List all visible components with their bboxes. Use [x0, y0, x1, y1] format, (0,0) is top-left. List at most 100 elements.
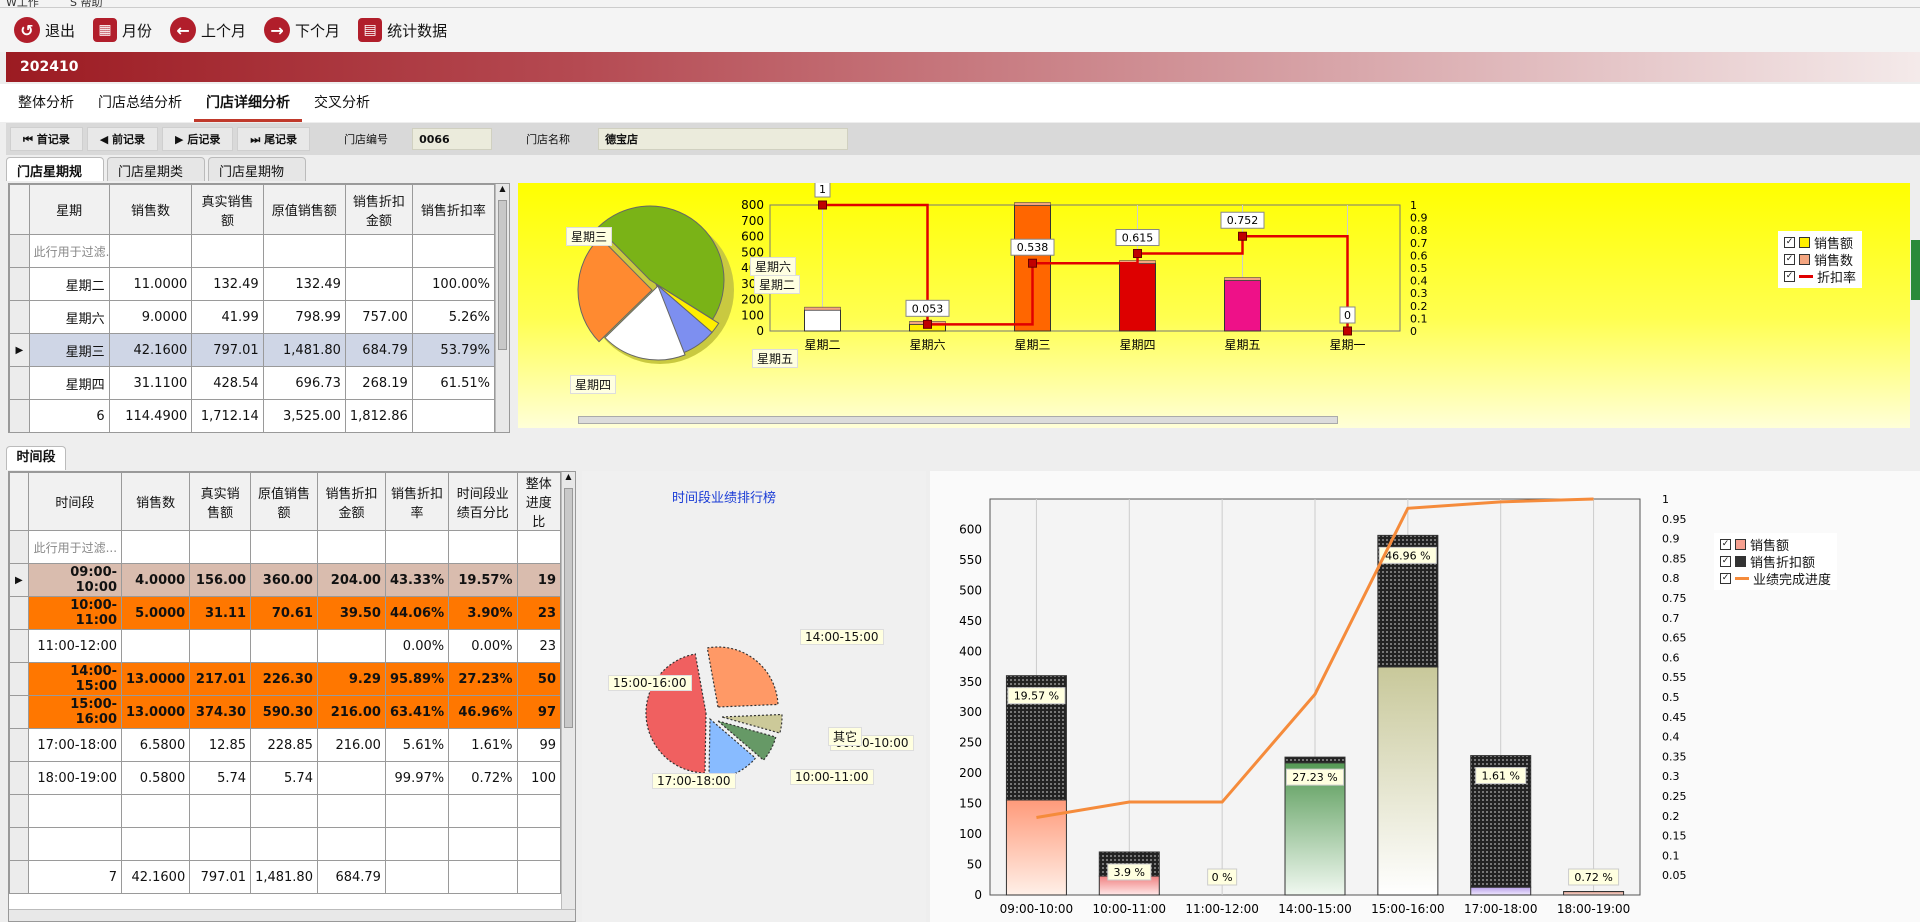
tab-store-summary[interactable]: 门店总结分析: [98, 95, 182, 111]
x-tick-label: 星期五: [1224, 338, 1260, 352]
col-real-sales[interactable]: 真实销售额: [189, 472, 252, 531]
store-no-field[interactable]: 0066: [412, 128, 493, 150]
col-slot-percent[interactable]: 时间段业绩百分比: [448, 472, 518, 531]
legend-item[interactable]: ✓ 折扣率: [1784, 271, 1857, 286]
table-row[interactable]: 10:00-11:00 5.0000 31.11 70.61 39.50 44.06% 3.…: [9, 596, 562, 630]
col-discount-amt[interactable]: 销售折扣金额: [316, 472, 386, 531]
pie1-label: 星期五: [752, 349, 799, 368]
y2-tick-label: 0.45: [1662, 711, 1687, 724]
filter-row[interactable]: 此行用于过滤...: [9, 530, 562, 564]
weekday-table: 星期 销售数 真实销售额 原值销售额 销售折扣金额 销售折扣率 此行用于过滤..…: [8, 183, 510, 433]
col-discount-rate[interactable]: 销售折扣率: [411, 184, 496, 235]
arrow-right-icon: →: [264, 17, 291, 43]
scroll-up-icon: ▲: [565, 472, 572, 481]
col-sales-qty[interactable]: 销售数: [121, 472, 191, 531]
point-label-bg: [1286, 768, 1344, 786]
table-row[interactable]: 17:00-18:00 6.5800 12.85 228.85 216.00 5.61% 1…: [9, 728, 562, 762]
col-time-slot[interactable]: 时间段: [27, 472, 123, 531]
scroll-up-icon[interactable]: ▲: [499, 184, 506, 193]
scroll-thumb[interactable]: [498, 200, 507, 350]
tab-overall[interactable]: 整体分析: [18, 95, 74, 111]
col-discount-amt[interactable]: 销售折扣金额: [344, 184, 413, 235]
col-discount-rate[interactable]: 销售折扣率: [384, 472, 450, 531]
last-record-button[interactable]: ⏭ 尾记录: [237, 127, 311, 151]
y2-tick-label: 0.7: [1410, 237, 1428, 250]
pie2-label: 15:00-16:00: [608, 675, 692, 691]
bar1-group: 800700600500400300200100010.90.80.70.60.…: [741, 183, 1428, 352]
table-row[interactable]: 18:00-19:00 0.5800 5.74 5.74 99.97% 0.72% 100: [9, 761, 562, 795]
store-name-label: 门店名称: [526, 133, 571, 146]
sales-bar: [1377, 666, 1439, 896]
chart-hscrollbar[interactable]: [578, 416, 1338, 424]
legend-item[interactable]: ✓ 销售额: [1720, 539, 1790, 554]
time-table-vscrollbar[interactable]: ▲: [561, 472, 575, 909]
month-button[interactable]: ▦ 月份: [93, 18, 152, 42]
y-tick-label: 150: [959, 797, 982, 811]
table-row[interactable]: 15:00-16:00 13.0000 374.30 590.30 216.00 63.4…: [9, 695, 562, 729]
tab-cross[interactable]: 交叉分析: [314, 95, 370, 111]
table-row[interactable]: 星期六 9.0000 41.99 798.99 757.00 5.26%: [9, 300, 496, 334]
table-row-selected[interactable]: ▶ 09:00-10:00 4.0000 156.00 360.00 204.00 43.3…: [9, 563, 562, 597]
col-orig-sales[interactable]: 原值销售额: [250, 472, 318, 531]
weekday-table-scrollbar[interactable]: ▲: [495, 184, 509, 432]
store-name-field[interactable]: 德宝店: [598, 128, 849, 150]
col-sales-qty[interactable]: 销售数: [108, 184, 193, 235]
pie2-label: 其它: [828, 727, 863, 746]
tab-store-weekday-material[interactable]: 门店星期物料: [208, 157, 306, 199]
calculator-icon: ▤: [358, 18, 383, 42]
col-weekday[interactable]: 星期: [28, 184, 110, 235]
y-tick-label: 500: [741, 245, 764, 259]
x-tick-label: 11:00-12:00: [1185, 902, 1259, 916]
checkbox-icon: ✓: [1784, 254, 1795, 265]
bar-cap: [1224, 277, 1261, 281]
bar: [1224, 279, 1261, 332]
time-table-hscrollbar[interactable]: [9, 909, 575, 921]
side-scroll-indicator[interactable]: [1911, 240, 1920, 300]
pie2-slice: [708, 717, 757, 780]
table-row[interactable]: 星期四 31.1100 428.54 696.73 268.19 61.51%: [9, 366, 496, 400]
stats-button[interactable]: ▤ 统计数据: [358, 18, 447, 42]
point-label: 0.72 %: [1574, 871, 1612, 884]
col-real-sales[interactable]: 真实销售额: [191, 184, 264, 235]
store-no-label: 门店编号: [344, 133, 389, 146]
table-row-selected[interactable]: ▶ 星期三 42.1600 797.01 1,481.80 684.79 53.79%: [9, 333, 496, 367]
table-row[interactable]: 11:00-12:00 0.00% 0.00% 23: [9, 629, 562, 663]
table-row[interactable]: 星期二 11.0000 132.49 132.49 100.00%: [9, 267, 496, 301]
bar: [1119, 263, 1156, 332]
prev-month-button[interactable]: ← 上个月: [170, 17, 246, 43]
y-tick-label: 800: [741, 198, 764, 212]
point-label: 19.57 %: [1014, 690, 1059, 703]
next-record-button[interactable]: ▶ 后记录: [162, 127, 234, 151]
col-overall-progress[interactable]: 整体进度比: [516, 472, 562, 531]
x-tick-label: 星期六: [909, 338, 945, 352]
col-orig-sales[interactable]: 原值销售额: [262, 184, 346, 235]
y2-tick-label: 0.5: [1410, 262, 1428, 275]
toolbar: ↺ 退出 ▦ 月份 ← 上个月 → 下个月 ▤ 统计数据: [0, 8, 1920, 52]
pie1-label: 星期三: [566, 227, 613, 246]
y-tick-label: 300: [959, 705, 982, 719]
point-label-bg: [1475, 767, 1527, 785]
x-tick-label: 17:00-18:00: [1464, 902, 1538, 916]
table-row[interactable]: 14:00-15:00 13.0000 217.01 226.30 9.29 95.89%…: [9, 662, 562, 696]
tab-store-weekday[interactable]: 门店星期规律: [6, 157, 104, 199]
legend-item[interactable]: ✓ 销售折扣额: [1720, 556, 1816, 571]
exit-button[interactable]: ↺ 退出: [14, 17, 75, 43]
prev-record-button[interactable]: ◀ 前记录: [86, 127, 159, 151]
y-tick-label: 250: [959, 736, 982, 750]
next-month-button[interactable]: → 下个月: [264, 17, 340, 43]
y-tick-label: 500: [959, 583, 982, 597]
time-slot-pie-chart: [645, 646, 783, 780]
y2-tick-label: 0.3: [1410, 287, 1428, 300]
legend-item[interactable]: ✓ 业绩完成进度: [1720, 573, 1832, 588]
first-record-button[interactable]: ⏮ 首记录: [10, 127, 83, 151]
tab-time-slot[interactable]: 时间段: [6, 446, 66, 470]
y-tick-label: 50: [967, 858, 982, 872]
filter-row[interactable]: 此行用于过滤...: [9, 234, 496, 268]
pie1-slice: [597, 205, 725, 320]
legend-item[interactable]: ✓ 销售额: [1784, 237, 1854, 252]
sub-tabs: 门店星期规律 门店星期类别 门店星期物料: [6, 157, 306, 199]
point-label-bg: [905, 299, 950, 317]
tab-store-weekday-category[interactable]: 门店星期类别: [107, 157, 205, 199]
legend-item[interactable]: ✓ 销售数: [1784, 254, 1854, 269]
tab-store-detail[interactable]: 门店详细分析: [194, 84, 302, 122]
